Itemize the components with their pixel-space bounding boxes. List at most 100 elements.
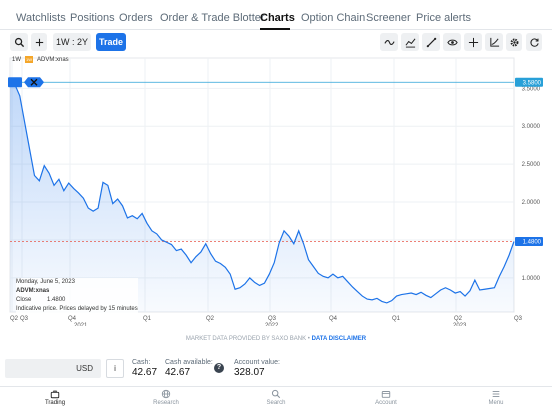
x-tick-label: Q2 xyxy=(10,316,19,322)
x-tick-label: Q1 xyxy=(143,316,152,322)
tab-screener[interactable]: Screener xyxy=(366,12,411,24)
chart-scale-button[interactable] xyxy=(485,33,503,51)
bottom-nav-account[interactable]: Account xyxy=(351,389,421,406)
plus-icon xyxy=(35,38,43,46)
last-price-label-bg xyxy=(515,236,543,246)
x-tick-label: Q3 xyxy=(20,316,29,322)
bottom-navigation: Trading Research Search Account Menu xyxy=(0,386,552,414)
x-tick-label: Q2 xyxy=(206,316,215,322)
add-button[interactable] xyxy=(31,33,47,51)
chart-canvas[interactable]: 1.00001.50002.00002.50003.00003.50003.58… xyxy=(8,54,544,329)
period-selector-button[interactable]: 1W : 2Y xyxy=(53,33,91,51)
search-icon xyxy=(271,389,281,399)
gear-icon xyxy=(510,38,518,46)
price-series-line xyxy=(9,81,515,304)
tooltip-delay-note: Indicative price. Prices delayed by 15 m… xyxy=(16,306,138,312)
x-year-label: 2021 xyxy=(74,323,88,326)
chart-toolbar: 1W : 2Y Trade xyxy=(0,30,552,54)
tooltip-close-value: 1.4800 xyxy=(47,297,66,303)
account-value-label: Account value: xyxy=(234,359,280,366)
top-price-label-bg xyxy=(515,77,543,87)
bottom-nav-label: Research xyxy=(153,400,179,406)
line-type-button[interactable] xyxy=(380,33,398,51)
tooltip-close-label: Close xyxy=(16,297,32,303)
bottom-nav-label: Search xyxy=(266,400,286,406)
cash-available-value: 42.67 xyxy=(165,367,191,378)
market-data-provider: MARKET DATA PROVIDED BY SAXO BANK • DATA… xyxy=(0,336,552,342)
tab-price-alerts[interactable]: Price alerts xyxy=(416,12,472,24)
wallet-icon xyxy=(381,391,391,398)
cash-available-label: Cash available: xyxy=(165,359,213,366)
y-tick-label: 3.0000 xyxy=(522,124,541,130)
provider-separator: • xyxy=(307,336,310,342)
top-price-label: 3.5800 xyxy=(523,80,542,86)
tab-option-chain[interactable]: Option Chain xyxy=(301,12,366,24)
tab-charts[interactable]: Charts xyxy=(260,12,295,24)
y-tick-label: 2.0000 xyxy=(522,200,541,206)
bottom-nav-research[interactable]: Research xyxy=(131,389,201,406)
chart-legend: 1W 1W ADVM:xnas xyxy=(12,56,69,63)
refresh-button[interactable] xyxy=(526,33,542,51)
interval-label: 1W xyxy=(12,56,21,63)
cash-label: Cash: xyxy=(132,359,151,366)
price-chart[interactable]: 1.00001.50002.00002.50003.00003.50003.58… xyxy=(8,54,544,329)
instrument-color-badge: 1W xyxy=(25,56,33,63)
tooltip-symbol: ADVM:xnas xyxy=(16,288,50,294)
squiggle-line-icon xyxy=(383,39,395,45)
last-price-label: 1.4800 xyxy=(523,239,542,245)
briefcase-icon xyxy=(50,390,60,399)
y-tick-label: 2.5000 xyxy=(522,162,541,168)
x-tick-label: Q3 xyxy=(514,316,523,322)
series-handle-badge xyxy=(8,77,22,88)
bottom-nav-label: Menu xyxy=(488,400,504,406)
tab-positions[interactable]: Positions xyxy=(70,12,115,24)
instrument-symbol: ADVM:xnas xyxy=(37,56,69,63)
settings-button[interactable] xyxy=(506,33,522,51)
eye-icon xyxy=(446,39,458,45)
close-icon xyxy=(30,78,38,86)
area-chart-icon xyxy=(405,38,415,48)
x-tick-label: Q4 xyxy=(329,316,338,322)
bottom-nav-label: Account xyxy=(375,400,397,406)
account-value: 328.07 xyxy=(234,367,265,378)
provider-text: MARKET DATA PROVIDED BY SAXO BANK xyxy=(185,336,307,342)
search-button[interactable] xyxy=(10,33,28,51)
x-year-label: 2023 xyxy=(453,323,467,326)
search-icon xyxy=(14,37,24,47)
tooltip-close-row: Close 1.4800 xyxy=(16,296,138,305)
crosshair-icon xyxy=(468,37,478,47)
bottom-nav-trading[interactable]: Trading xyxy=(20,389,90,406)
refresh-icon xyxy=(529,37,539,47)
tab-order-trade-blotter[interactable]: Order & Trade Blotter xyxy=(160,12,265,24)
help-icon[interactable]: ? xyxy=(214,363,224,373)
currency-selector[interactable]: USD xyxy=(5,359,101,378)
crosshair-button[interactable] xyxy=(464,33,482,51)
x-tick-label: Q3 xyxy=(268,316,277,322)
tab-watchlists[interactable]: Watchlists xyxy=(16,12,66,24)
bottom-nav-menu[interactable]: Menu xyxy=(461,389,531,406)
account-info-button[interactable]: i xyxy=(106,359,124,378)
globe-icon xyxy=(161,389,171,399)
y-tick-label: 3.5000 xyxy=(522,86,541,92)
drawing-tools-button[interactable] xyxy=(422,33,440,51)
visibility-button[interactable] xyxy=(443,33,461,51)
x-year-label: 2022 xyxy=(265,323,279,326)
price-area-fill xyxy=(10,82,514,312)
axis-curve-icon xyxy=(489,37,499,47)
top-navigation: Watchlists Positions Orders Order & Trad… xyxy=(0,0,552,30)
data-disclaimer-link[interactable]: DATA DISCLAIMER xyxy=(311,336,367,342)
diagonal-line-icon xyxy=(426,37,436,47)
indicators-button[interactable] xyxy=(401,33,419,51)
bottom-nav-search[interactable]: Search xyxy=(241,389,311,406)
tooltip-date: Monday, June 5, 2023 xyxy=(16,279,75,285)
account-summary: USD i Cash: 42.67 Cash available: 42.67 … xyxy=(0,354,552,384)
x-tick-label: Q4 xyxy=(68,316,77,322)
x-tick-label: Q1 xyxy=(392,316,401,322)
tab-orders[interactable]: Orders xyxy=(119,12,153,24)
crosshair-tooltip: Monday, June 5, 2023 ADVM:xnas Close 1.4… xyxy=(16,278,138,314)
trade-button[interactable]: Trade xyxy=(96,33,126,51)
y-tick-label: 1.0000 xyxy=(522,276,541,282)
active-tab-indicator xyxy=(260,28,290,30)
menu-icon xyxy=(492,391,500,397)
cash-value: 42.67 xyxy=(132,367,158,378)
